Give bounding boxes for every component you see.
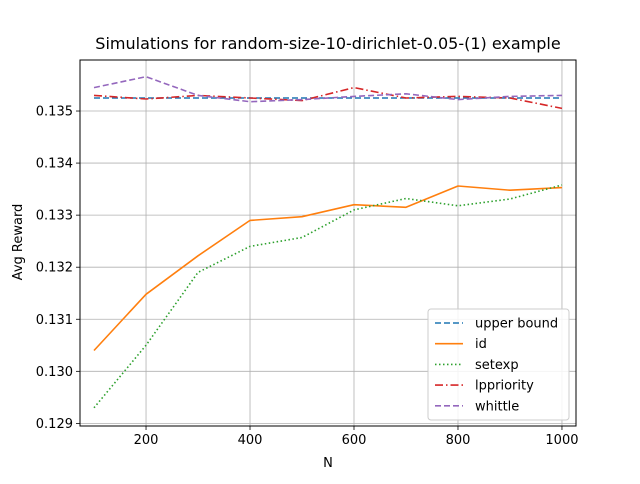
legend-box xyxy=(427,308,570,421)
legend-label: setexp xyxy=(475,358,519,373)
series-line-lppriority xyxy=(93,86,563,110)
series-lines xyxy=(93,75,563,409)
x-tick-label: 800 xyxy=(446,433,471,448)
x-tick-label: 600 xyxy=(342,433,367,448)
y-tick-label: 0.133 xyxy=(36,209,73,224)
series-line-whittle xyxy=(93,75,563,103)
y-tick-label: 0.135 xyxy=(36,105,73,120)
y-tick-label: 0.132 xyxy=(36,261,73,276)
legend: upper bound id setexp lppriority whittle xyxy=(427,308,570,421)
y-tick-label: 0.134 xyxy=(36,157,73,172)
y-tick-label: 0.129 xyxy=(36,417,73,432)
y-tick-label: 0.131 xyxy=(36,313,73,328)
legend-label: upper bound xyxy=(475,317,558,332)
x-axis-label: N xyxy=(323,456,333,471)
plot-area-frame xyxy=(79,59,577,427)
x-tick-label: 1000 xyxy=(545,433,578,448)
series-line-setexp xyxy=(93,184,563,409)
legend-label: lppriority xyxy=(475,379,534,394)
x-tick-label: 400 xyxy=(238,433,263,448)
chart-title: Simulations for random-size-10-dirichlet… xyxy=(95,34,560,53)
y-axis-ticks: 0.129 0.130 0.131 0.132 0.133 0.134 0.135 xyxy=(36,105,80,432)
series-line-id xyxy=(93,185,563,352)
x-axis-ticks: 200 400 600 800 1000 xyxy=(134,426,579,448)
grid xyxy=(80,60,576,426)
y-axis-label: Avg Reward xyxy=(11,204,26,281)
legend-label: id xyxy=(475,337,487,352)
x-tick-label: 200 xyxy=(134,433,159,448)
legend-label: whittle xyxy=(475,399,519,414)
y-tick-label: 0.130 xyxy=(36,365,73,380)
